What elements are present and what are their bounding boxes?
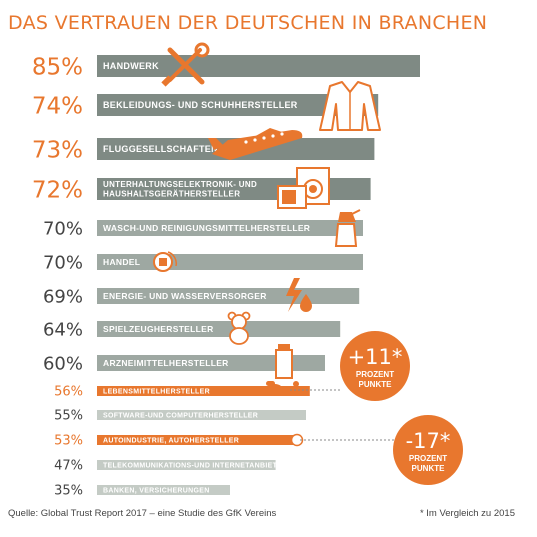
spray-bottle-icon — [334, 209, 361, 247]
category-label: ENERGIE- UND WASSERVERSORGER — [103, 291, 267, 301]
value-label: 69% — [43, 286, 83, 307]
bar — [97, 485, 230, 495]
bar — [97, 321, 341, 337]
category-label: HANDWERK — [103, 61, 159, 71]
category-label: TELEKOMMUNIKATIONS-UND INTERNETANBIETER — [103, 463, 288, 470]
bar — [97, 94, 379, 116]
value-label: 85% — [32, 54, 83, 80]
category-label: HAUSHALTSGERÄTHERSTELLER — [103, 190, 240, 199]
value-label: 74% — [32, 93, 83, 119]
value-label: 35% — [54, 484, 83, 499]
value-label: 53% — [54, 434, 83, 449]
category-label: FLUGGESELLSCHAFTEN — [103, 144, 218, 154]
bar — [97, 386, 310, 396]
change-value: +11* — [348, 345, 403, 369]
category-label: SOFTWARE-UND COMPUTERHERSTELLER — [103, 413, 258, 420]
category-label: ARZNEIMITTELHERSTELLER — [103, 358, 229, 368]
appliances-icon — [277, 167, 330, 209]
bar — [97, 355, 325, 371]
bar — [97, 460, 276, 470]
change-unit-label: PROZENT — [409, 454, 447, 463]
energy-icon — [286, 278, 312, 312]
coin-jar-icon — [153, 251, 178, 272]
value-label: 64% — [43, 319, 83, 340]
category-label: BANKEN, VERSICHERUNGEN — [103, 488, 210, 495]
category-label: HANDEL — [103, 257, 140, 267]
chart-title: DAS VERTRAUEN DER DEUTSCHEN IN BRANCHEN — [8, 12, 488, 34]
category-label: WASCH-UND REINIGUNGSMITTELHERSTELLER — [103, 223, 310, 233]
source-note: Quelle: Global Trust Report 2017 – eine … — [8, 508, 277, 519]
medicine-icon — [266, 344, 299, 387]
category-label: LEBENSMITTELHERSTELLER — [103, 389, 210, 396]
shirt-icon — [319, 81, 381, 131]
lemon-icon — [267, 384, 283, 396]
value-label: 55% — [54, 409, 83, 424]
footnote: * Im Vergleich zu 2015 — [419, 508, 515, 519]
airplane-icon — [208, 128, 303, 160]
value-label: 47% — [54, 459, 83, 474]
change-unit-label: PUNKTE — [359, 380, 393, 389]
tools-icon — [161, 42, 210, 87]
category-label: SPIELZEUGHERSTELLER — [103, 324, 214, 334]
teddy-bear-icon — [227, 311, 251, 345]
change-value: -17* — [406, 429, 451, 453]
category-label: BEKLEIDUNGS- UND SCHUHHERSTELLER — [103, 100, 298, 110]
change-unit-label: PUNKTE — [412, 464, 446, 473]
value-label: 73% — [32, 137, 83, 163]
value-label: 70% — [43, 218, 83, 239]
steering-wheel-icon — [290, 433, 304, 447]
bar — [97, 410, 306, 420]
change-unit-label: PROZENT — [356, 370, 394, 379]
category-label: UNTERHALTUNGSELEKTRONIK- UND — [103, 180, 257, 189]
value-label: 72% — [32, 177, 83, 203]
bar — [97, 220, 363, 236]
category-label: AUTOINDUSTRIE, AUTOHERSTELLER — [103, 438, 239, 445]
value-label: 56% — [54, 385, 83, 400]
value-label: 70% — [43, 252, 83, 273]
bar — [97, 435, 299, 445]
value-label: 60% — [43, 353, 83, 374]
